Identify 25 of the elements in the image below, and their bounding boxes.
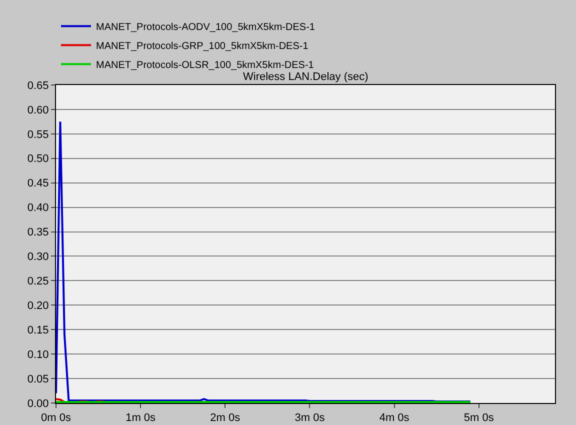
y-tick-label: 0.65 [27, 80, 49, 92]
y-tick-label: 0.00 [27, 398, 49, 410]
legend-label: MANET_Protocols-AODV_100_5kmX5km-DES-1 [96, 22, 316, 34]
x-tick-label: 5m 0s [464, 412, 494, 424]
y-tick-label: 0.40 [27, 202, 49, 214]
y-tick-label: 0.35 [27, 226, 49, 239]
legend-label: MANET_Protocols-GRP_100_5kmX5km-DES-1 [96, 41, 309, 52]
line-series [56, 120, 472, 403]
y-tick-label: 0.30 [27, 251, 49, 264]
y-tick-label: 0.25 [27, 276, 49, 288]
y-tick-label: 0.05 [27, 373, 49, 386]
x-tick-label: 3m 0s [294, 412, 326, 424]
y-tick-label: 0.45 [27, 178, 49, 190]
x-tick-label: 4m 0s [379, 412, 410, 424]
y-tick-label: 0.10 [27, 348, 49, 361]
x-tick-label: 1m 0s [126, 412, 156, 424]
x-tick-label: 0m 0s [41, 412, 72, 424]
y-tick-label: 0.20 [27, 300, 49, 312]
legend-label: MANET_Protocols-OLSR_100_5kmX5km-DES-1 [96, 60, 314, 72]
y-tick-label: 0.15 [27, 324, 49, 336]
y-tick-label: 0.50 [27, 153, 49, 166]
chart-title: Wireless LAN.Delay (sec) [243, 71, 368, 83]
x-tick-label: 2m 0s [210, 412, 241, 424]
y-tick-label: 0.55 [27, 128, 49, 141]
y-tick-label: 0.60 [27, 104, 49, 116]
